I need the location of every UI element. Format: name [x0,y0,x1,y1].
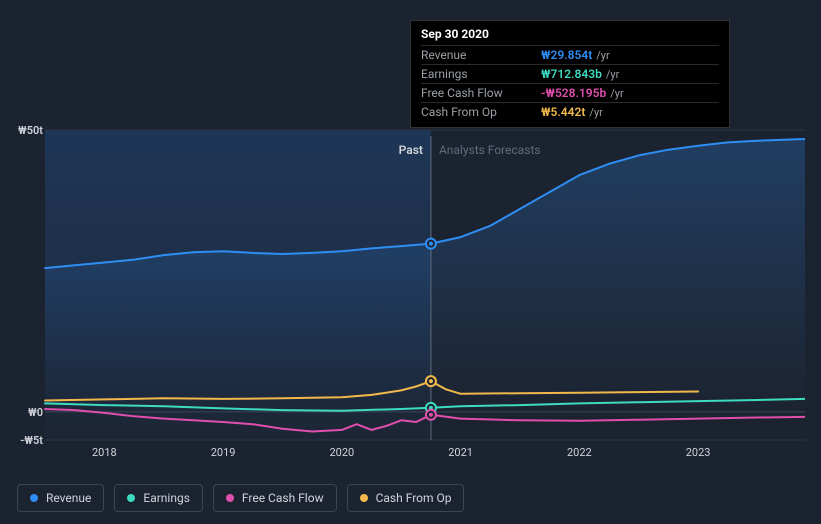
hover-tooltip: Sep 30 2020 Revenue₩29.854t/yrEarnings₩7… [410,20,730,128]
legend-item-revenue[interactable]: Revenue [17,484,104,512]
x-axis-label: 2021 [448,446,473,459]
legend-dot [226,494,234,502]
legend-item-cfo[interactable]: Cash From Op [347,484,465,512]
x-axis-label: 2018 [92,446,117,459]
tooltip-metric-unit: /yr [589,106,602,119]
tooltip-row: Cash From Op₩5.442t/yr [421,102,719,121]
legend: Revenue Earnings Free Cash Flow Cash From O… [17,484,464,512]
tooltip-metric-value: ₩712.843b [541,67,602,81]
tooltip-row: Free Cash Flow-₩528.195b/yr [421,83,719,102]
tooltip-metric-value: ₩5.442t [541,105,585,119]
legend-label: Earnings [143,491,190,505]
x-axis-label: 2019 [211,446,236,459]
tooltip-metric-value: ₩29.854t [541,48,592,62]
legend-label: Revenue [46,491,91,505]
legend-item-earnings[interactable]: Earnings [114,484,203,512]
tooltip-row: Earnings₩712.843b/yr [421,64,719,83]
legend-dot [127,494,135,502]
revenue-marker [426,239,436,249]
legend-label: Free Cash Flow [242,491,324,505]
legend-dot [30,494,38,502]
tooltip-metric-label: Cash From Op [421,105,541,119]
tooltip-metric-label: Revenue [421,48,541,62]
tooltip-metric-unit: /yr [610,87,623,100]
x-axis-label: 2023 [686,446,711,459]
legend-dot [360,494,368,502]
tooltip-metric-label: Earnings [421,67,541,81]
tooltip-metric-unit: /yr [606,68,619,81]
forecast-label: Analysts Forecasts [439,143,541,157]
tooltip-metric-label: Free Cash Flow [421,86,541,100]
x-axis-label: 2022 [567,446,592,459]
tooltip-metric-value: -₩528.195b [541,86,606,100]
y-axis-label: ₩50t [18,124,43,137]
cfo-marker [426,376,436,386]
tooltip-row: Revenue₩29.854t/yr [421,45,719,64]
tooltip-metric-unit: /yr [596,49,609,62]
x-axis-label: 2020 [330,446,355,459]
fcf-marker [426,410,436,420]
tooltip-date: Sep 30 2020 [421,27,719,41]
legend-label: Cash From Op [376,491,452,505]
legend-item-fcf[interactable]: Free Cash Flow [213,484,337,512]
y-axis-label: -₩5t [20,434,43,447]
past-label: Past [399,143,423,157]
y-axis-label: ₩0 [28,406,43,419]
